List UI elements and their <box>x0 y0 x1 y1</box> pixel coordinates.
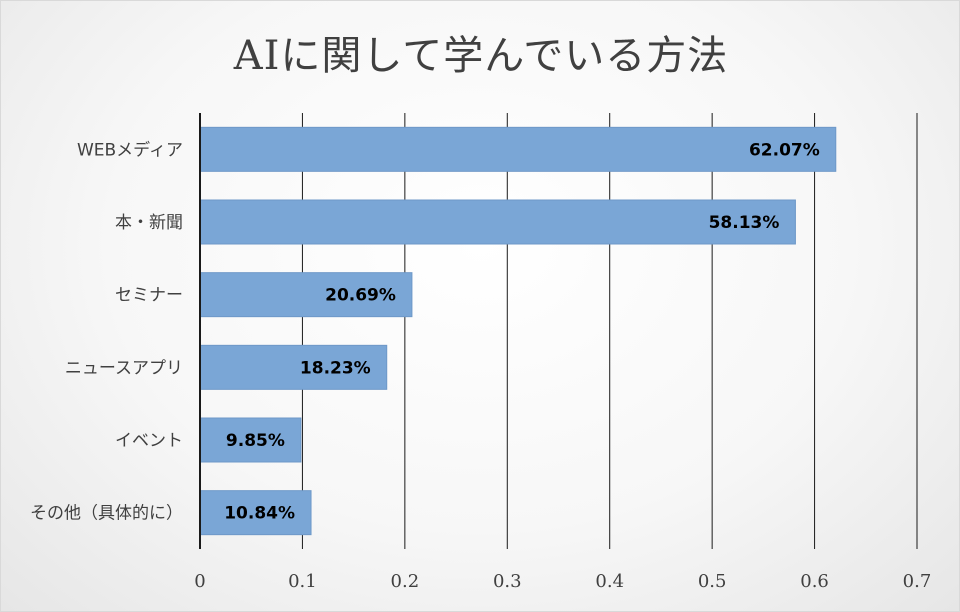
bar <box>199 126 837 172</box>
x-tick-label: 0.2 <box>391 571 420 592</box>
x-tick-label: 0.7 <box>903 571 932 592</box>
category-label: WEBメディア <box>77 139 183 160</box>
x-tick-label: 0.4 <box>595 571 624 592</box>
bar-data-label: 10.84% <box>224 504 295 524</box>
bar-data-label: 18.23% <box>300 358 371 378</box>
chart-title: AIに関して学んでいる方法 <box>233 33 729 79</box>
bar-data-label: 20.69% <box>325 286 396 306</box>
bar-data-label: 62.07% <box>749 140 820 160</box>
bar-data-label: 9.85% <box>226 431 285 451</box>
bar <box>199 199 796 245</box>
x-tick-label: 0 <box>194 571 205 592</box>
category-label: ニュースアプリ <box>65 358 183 378</box>
category-label: その他（具体的に） <box>30 504 183 524</box>
category-label: イベント <box>115 431 183 451</box>
category-label: 本・新聞 <box>115 213 183 233</box>
bar <box>199 272 413 318</box>
category-label: セミナー <box>115 286 183 306</box>
x-tick-label: 0.6 <box>800 571 829 592</box>
x-tick-label: 0.1 <box>288 571 317 592</box>
x-tick-label: 0.5 <box>698 571 727 592</box>
bar-data-label: 58.13% <box>709 213 780 233</box>
x-tick-label: 0.3 <box>493 571 522 592</box>
